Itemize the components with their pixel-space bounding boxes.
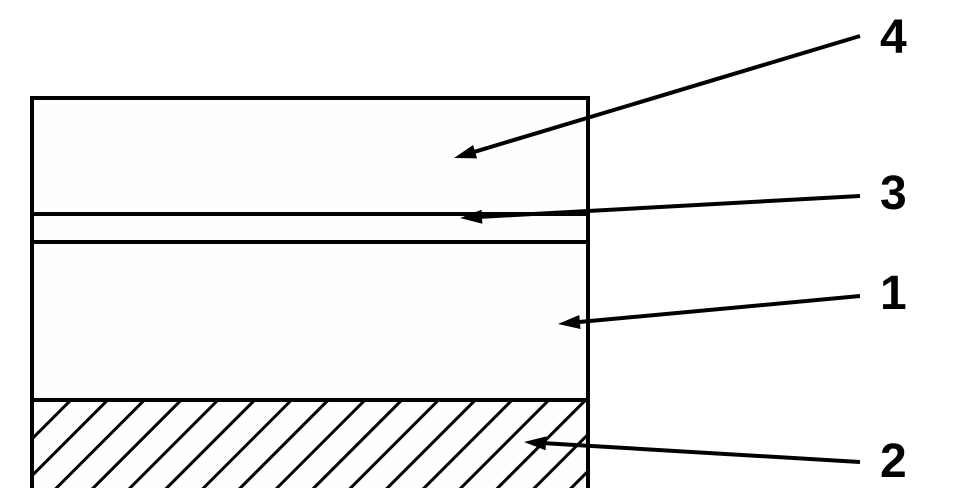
layer-2-hatched (34, 398, 586, 488)
label-1: 1 (880, 270, 907, 318)
figure-canvas: 4 3 1 2 (0, 0, 956, 501)
label-3: 3 (880, 170, 907, 218)
label-4: 4 (880, 14, 907, 62)
label-2: 2 (880, 438, 907, 486)
layer-stack-diagram (30, 96, 590, 488)
